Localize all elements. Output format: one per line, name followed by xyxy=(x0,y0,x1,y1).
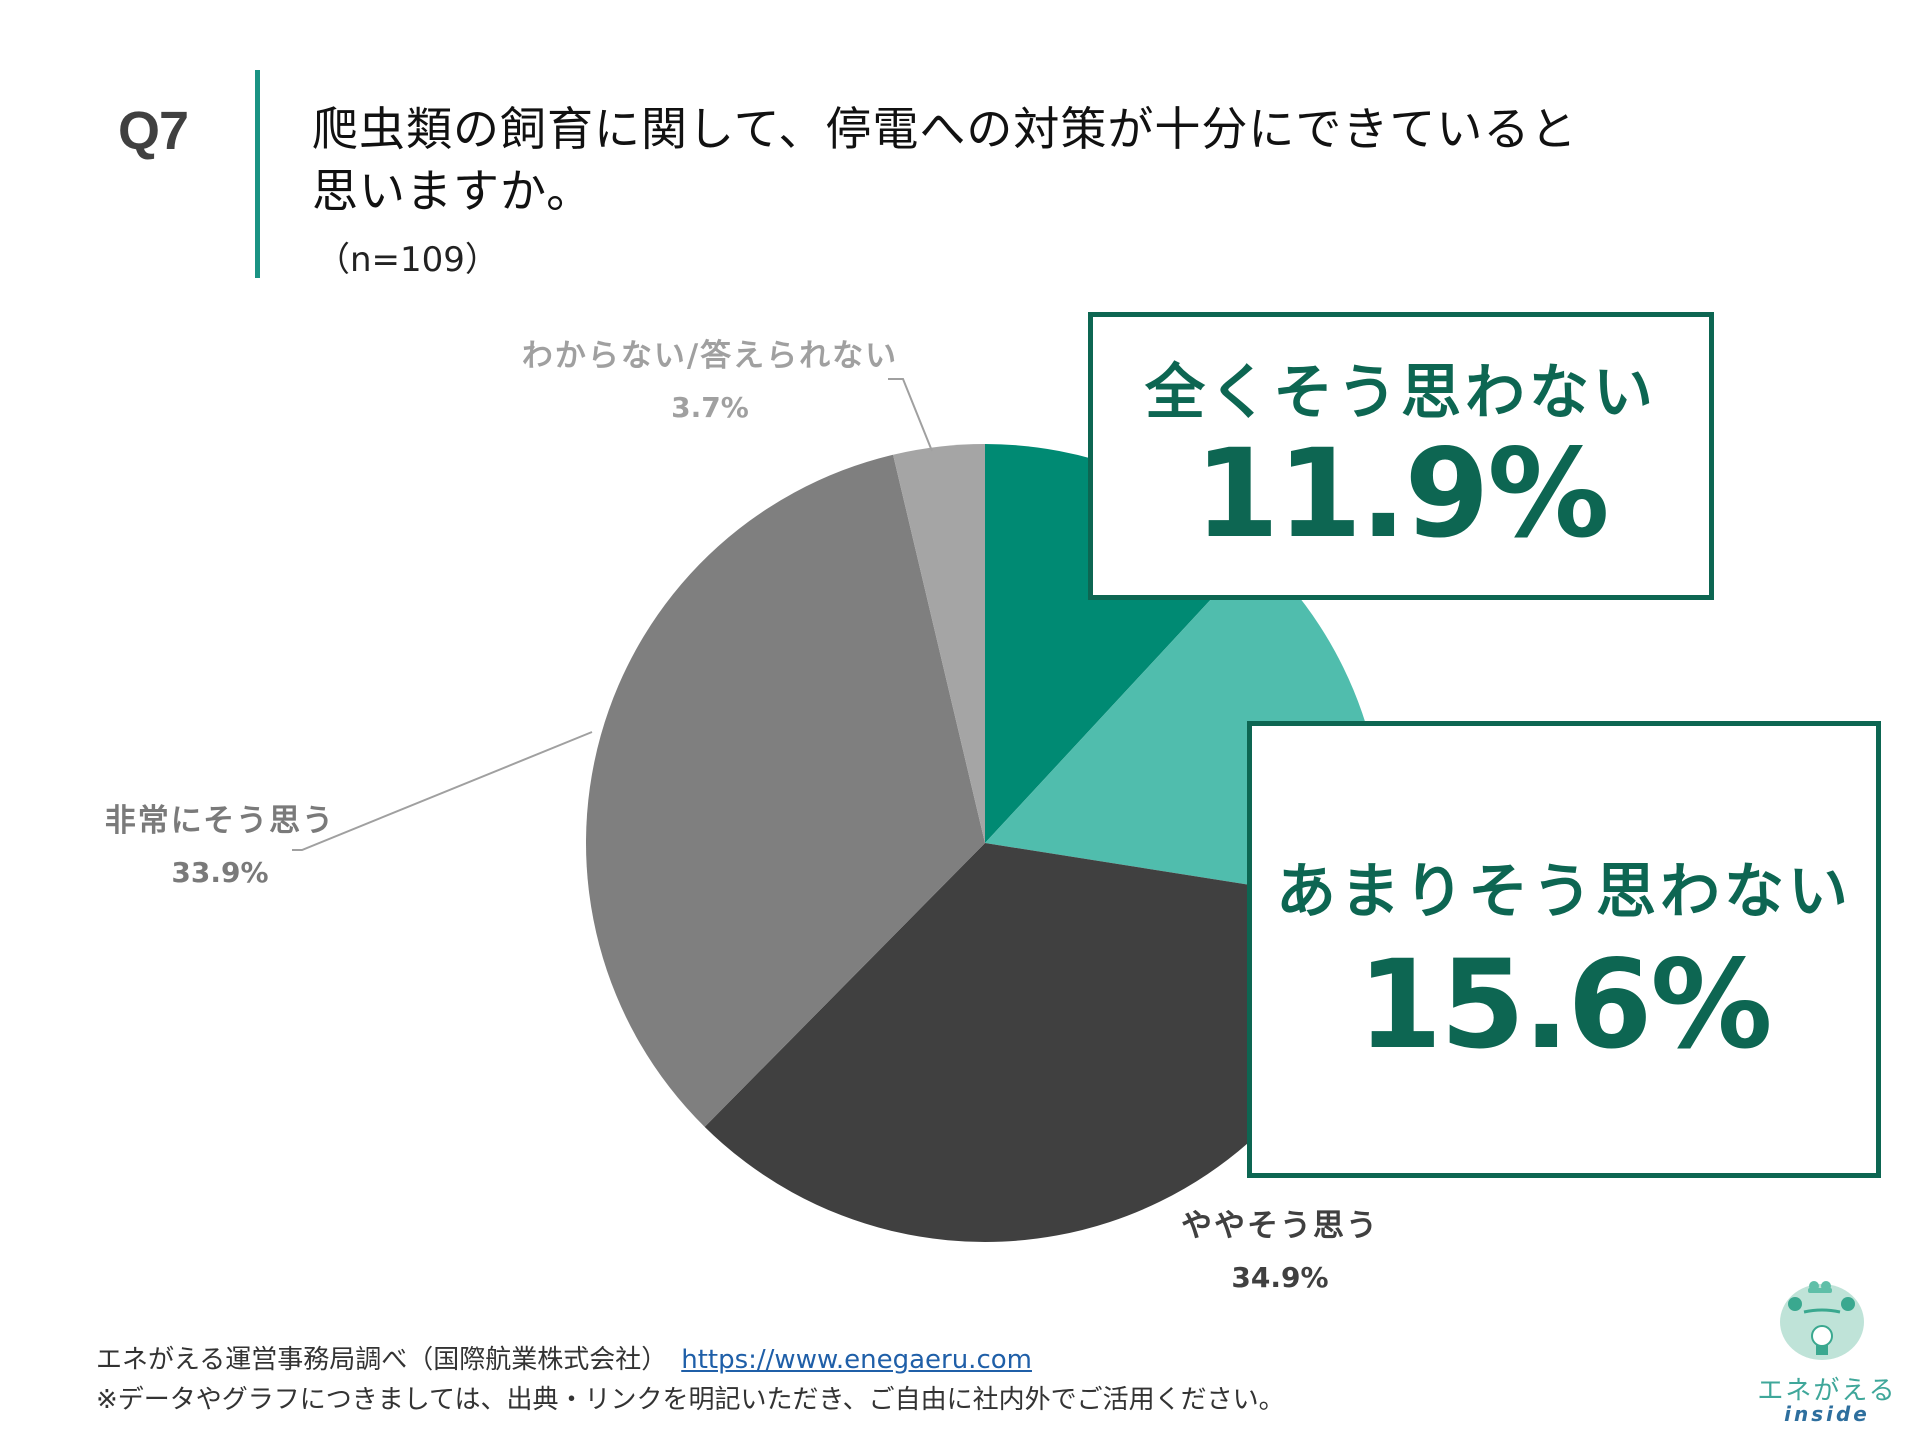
accent-bar xyxy=(255,70,260,278)
leader-line-unknown xyxy=(888,378,933,452)
callout-not-at-all-value: 11.9% xyxy=(1194,423,1609,565)
callout-not-much-label: あまりそう思わない xyxy=(1276,857,1852,927)
data-label-somewhat-agree: ややそう思う 34.9% xyxy=(1160,1200,1400,1304)
data-label-unknown-value: 3.7% xyxy=(671,391,749,424)
data-label-strongly-agree-value: 33.9% xyxy=(171,856,269,889)
pie-slice xyxy=(586,454,985,1127)
footer-note: ※データやグラフにつきましては、出典・リンクを明記いただき、ご自由に社内外でご活… xyxy=(96,1385,1285,1415)
data-label-strongly-agree-name: 非常にそう思う xyxy=(104,803,336,839)
data-label-unknown-name: わからない/答えられない xyxy=(521,338,899,374)
logo-sub: inside xyxy=(1784,1402,1870,1426)
question-number: Q7 xyxy=(118,101,189,161)
leader-line-strongly-agree xyxy=(292,731,593,851)
pie-slice xyxy=(893,444,985,843)
callout-not-much: あまりそう思わない 15.6% xyxy=(1247,721,1881,1178)
footer-source-line: エネがえる運営事務局調べ（国際航業株式会社） https://www.enegae… xyxy=(96,1340,1285,1380)
logo-frog-icon xyxy=(1780,1281,1864,1360)
callout-not-much-value: 15.6% xyxy=(1357,934,1772,1076)
logo-name: エネがえる xyxy=(1757,1376,1897,1406)
data-label-strongly-agree: 非常にそう思う 33.9% xyxy=(80,795,360,899)
footer-source: エネがえる運営事務局調べ（国際航業株式会社） xyxy=(96,1345,668,1375)
data-label-somewhat-agree-value: 34.9% xyxy=(1231,1261,1329,1294)
sample-size: （n=109） xyxy=(316,240,499,280)
footer: エネがえる運営事務局調べ（国際航業株式会社） https://www.enegae… xyxy=(96,1340,1285,1420)
data-label-unknown: わからない/答えられない 3.7% xyxy=(500,330,920,434)
callout-not-at-all: 全くそう思わない 11.9% xyxy=(1088,312,1714,600)
question-title-line1: 爬虫類の飼育に関して、停電への対策が十分にできていると xyxy=(312,102,1578,156)
question-title: 爬虫類の飼育に関して、停電への対策が十分にできていると 思いますか。 xyxy=(312,98,1762,222)
data-label-somewhat-agree-name: ややそう思う xyxy=(1181,1208,1379,1244)
footer-link[interactable]: https://www.enegaeru.com xyxy=(681,1345,1032,1375)
question-title-line2: 思いますか。 xyxy=(312,164,594,218)
pie-slice xyxy=(704,843,1380,1242)
callout-not-at-all-label: 全くそう思わない xyxy=(1145,358,1657,428)
